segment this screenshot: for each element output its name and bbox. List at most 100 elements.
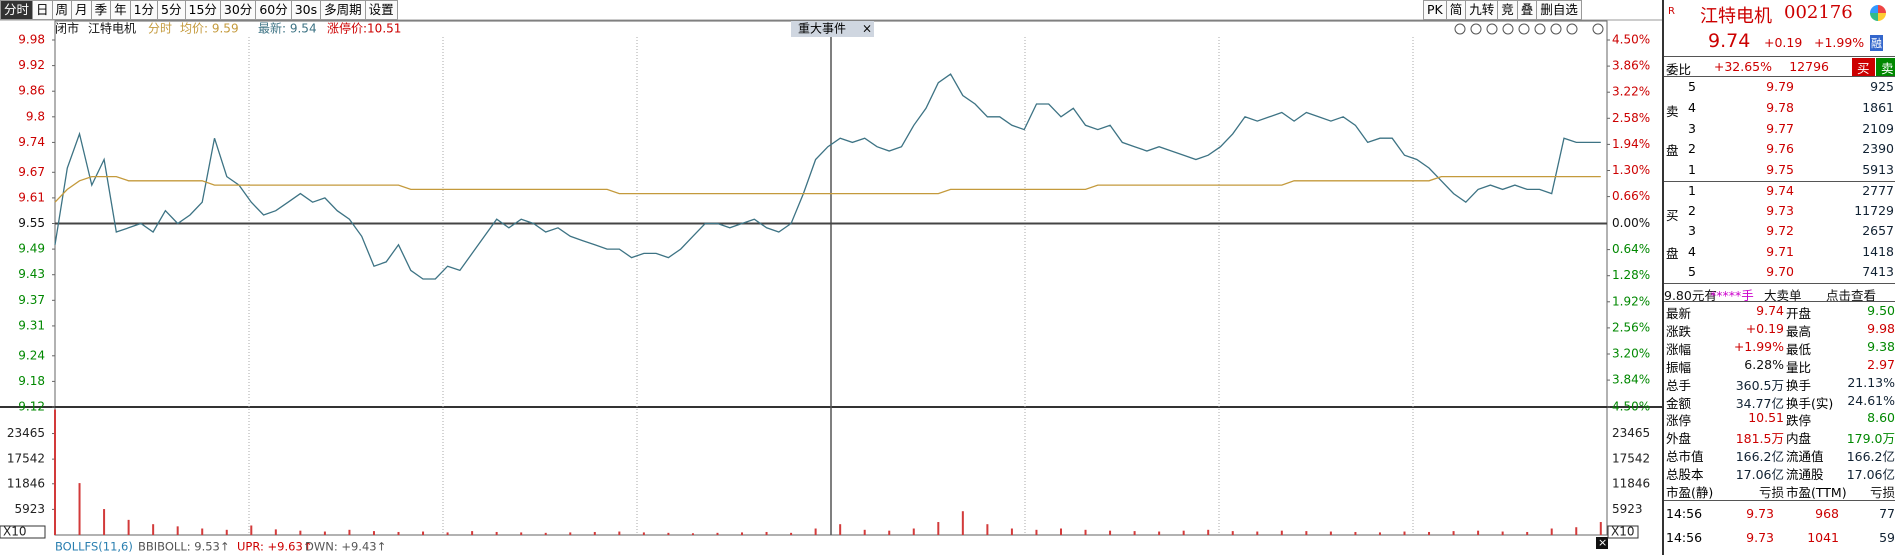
panel-text: 涨停 <box>1666 413 1692 429</box>
volume-bar <box>1256 531 1259 535</box>
event-close[interactable]: × <box>862 22 872 36</box>
header-text: 均价: 9.59 <box>180 22 239 36</box>
panel-text: 2 <box>1688 141 1696 156</box>
volume-bar <box>593 531 596 535</box>
header-text: 闭市 <box>55 21 79 36</box>
panel-text: 2 <box>1688 203 1696 218</box>
y-tick-label: 9.49 <box>18 242 45 256</box>
multiplier-box <box>0 525 46 539</box>
volume-bar <box>78 483 81 535</box>
event-tab-label[interactable]: 重大事件 <box>798 22 846 36</box>
header-text: 涨停价:10.51 <box>327 21 401 36</box>
y2-tick-label: 3.20% <box>1612 346 1650 360</box>
panel-value: 9.70 <box>1766 264 1794 279</box>
panel-value: 24.61% <box>1847 392 1895 408</box>
panel-value: 9.78 <box>1766 100 1794 115</box>
period-button[interactable]: 30分 <box>219 0 257 20</box>
close-box-x[interactable]: × <box>1598 536 1607 549</box>
period-button[interactable]: 年 <box>110 0 131 20</box>
y2-tick-label: 3.22% <box>1612 85 1650 99</box>
header-text: 江特电机 <box>88 21 136 36</box>
y-tick-label: 9.55 <box>18 216 45 230</box>
panel-text: 量比 <box>1786 359 1812 375</box>
volume-bar <box>127 519 130 535</box>
volume-bar <box>1280 530 1283 535</box>
y2-tick-label: 0.66% <box>1612 189 1650 203</box>
buy-button[interactable]: 买 <box>1852 58 1875 77</box>
panel-text: 14:56 <box>1666 506 1703 521</box>
notice-text[interactable]: 点击查看 <box>1826 288 1877 303</box>
volume-tick-label-right: 17542 <box>1612 452 1650 466</box>
panel-text: 4 <box>1688 244 1696 259</box>
y-tick-label: 9.8 <box>26 109 45 123</box>
panel-value: 9.77 <box>1766 121 1794 136</box>
panel-value: 9.50 <box>1867 303 1895 318</box>
panel-value: +1.99% <box>1733 338 1784 354</box>
volume-bar <box>691 533 694 535</box>
header-icons <box>1454 23 1604 35</box>
volume-bar <box>225 529 228 535</box>
volume-bar <box>446 532 449 535</box>
period-button[interactable]: 日 <box>32 0 53 20</box>
panel-value: 12796 <box>1789 59 1829 74</box>
volume-bar <box>1501 531 1504 535</box>
panel-value: 179.0万 <box>1846 431 1895 447</box>
period-button[interactable]: 周 <box>51 0 73 20</box>
header-text: 分时 <box>148 22 172 36</box>
panel-value: 17.06亿 <box>1846 467 1895 483</box>
volume-bar <box>986 524 989 535</box>
tool-button[interactable]: 竞 <box>1497 0 1518 20</box>
panel-text: 委比 <box>1666 62 1692 77</box>
volume-bar <box>1452 531 1455 535</box>
panel-value: 166.2亿 <box>1735 449 1784 465</box>
panel-value: 11729 <box>1854 203 1894 218</box>
y-tick-label: 9.43 <box>18 267 45 281</box>
multiplier-label-right: X10 <box>1611 525 1635 539</box>
panel-value: 1861 <box>1862 100 1894 115</box>
panel-text: 14:56 <box>1666 530 1703 545</box>
panel-text: 总市值 <box>1666 449 1704 465</box>
y-tick-label: 9.86 <box>18 84 45 98</box>
volume-bar <box>471 531 474 535</box>
panel-text: 涨跌 <box>1666 323 1692 339</box>
volume-bar <box>839 524 842 535</box>
sell-button[interactable]: 卖 <box>1876 58 1895 77</box>
separator <box>1664 301 1895 302</box>
volume-tick-label-right: 11846 <box>1612 476 1650 490</box>
volume-bar <box>152 524 155 535</box>
volume-tick-label-right: 5923 <box>1612 502 1643 516</box>
volume-bar <box>1207 529 1210 535</box>
volume-bar <box>520 532 523 535</box>
volume-bar <box>1305 531 1308 535</box>
panel-text: +1.99% <box>1814 35 1865 50</box>
event-tab[interactable] <box>791 21 874 37</box>
volume-tick-label-right: 23465 <box>1612 426 1650 440</box>
volume-bar <box>1231 531 1234 535</box>
panel-value: 9.76 <box>1766 141 1794 156</box>
volume-bar <box>1084 529 1087 535</box>
panel-text: 1 <box>1688 183 1696 198</box>
panel-text: 振幅 <box>1666 359 1692 375</box>
volume-bar <box>1059 528 1062 535</box>
y-tick-label: 9.98 <box>18 33 45 47</box>
panel-value: 9.72 <box>1766 223 1794 238</box>
panel-value: 9.38 <box>1867 338 1895 354</box>
tool-button[interactable]: PK <box>1423 0 1447 20</box>
panel-value: 7413 <box>1862 264 1894 279</box>
volume-bar <box>863 529 866 535</box>
period-button[interactable]: 15分 <box>184 0 221 20</box>
panel-value: 968 <box>1815 506 1839 521</box>
tool-button[interactable]: 删自选 <box>1536 0 1582 20</box>
volume-bar <box>618 531 621 535</box>
panel-text: 盘 <box>1666 246 1679 261</box>
panel-value: 10.51 <box>1748 410 1784 426</box>
panel-text: 最高 <box>1786 323 1812 339</box>
separator <box>1664 500 1895 501</box>
separator <box>1664 181 1895 182</box>
quote-panel: R 江特电机 002176 9.74 +0.19 +1.99% 融委比 +32.65% 1279… <box>1662 0 1895 555</box>
volume-bar <box>937 522 940 535</box>
close-box[interactable] <box>1596 537 1608 549</box>
panel-text: 5 <box>1688 264 1696 279</box>
period-button[interactable]: 多周期 <box>320 0 366 20</box>
